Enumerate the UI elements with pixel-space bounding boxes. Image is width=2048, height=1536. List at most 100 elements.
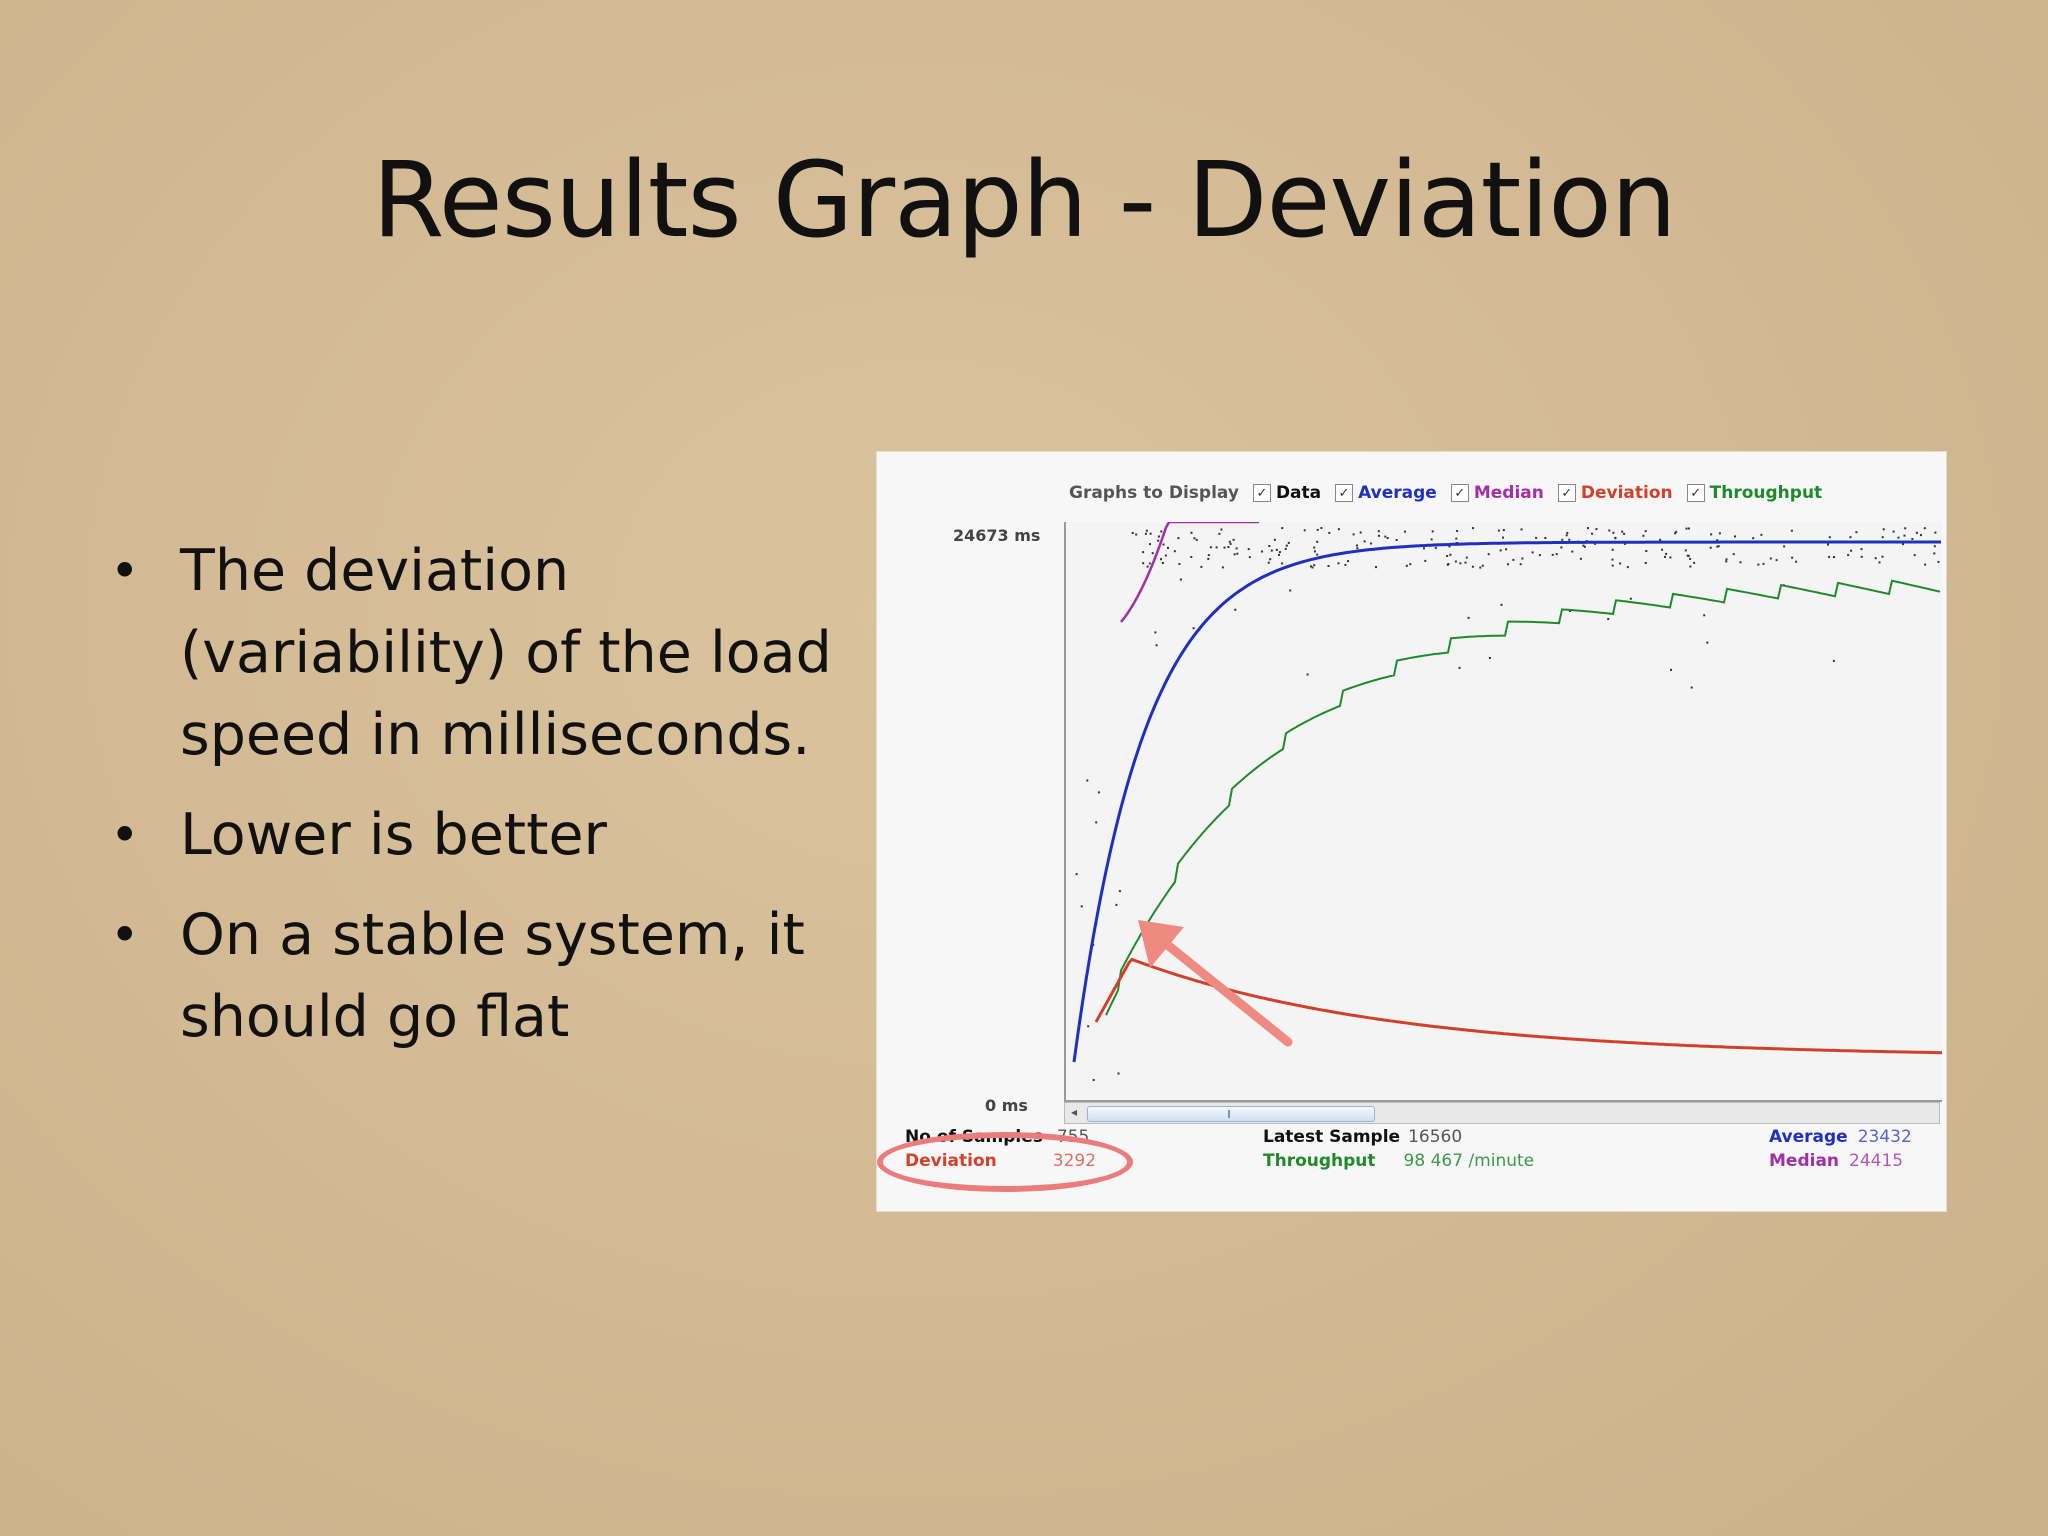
deviation-highlight-oval — [877, 1132, 1133, 1192]
data-point — [1892, 530, 1895, 533]
data-point — [1220, 528, 1223, 531]
data-point — [1157, 539, 1160, 542]
data-point — [1409, 563, 1412, 566]
data-point — [1118, 890, 1121, 893]
data-point — [1278, 551, 1281, 554]
data-point — [1446, 563, 1449, 566]
data-point — [1320, 527, 1323, 529]
data-point — [1902, 543, 1904, 546]
data-point — [1621, 530, 1624, 533]
bullet-text: On a stable system, it should go flat — [180, 902, 805, 1050]
data-point — [1285, 544, 1288, 547]
data-point — [1860, 548, 1863, 551]
stat-average: Average 23432 — [1769, 1127, 1912, 1147]
data-point — [1095, 821, 1098, 824]
data-point — [1465, 556, 1468, 559]
data-point — [1247, 548, 1250, 551]
check-icon: ✓ — [1335, 484, 1354, 502]
data-point — [1221, 566, 1224, 569]
scroll-left-icon[interactable]: ◂ — [1071, 1105, 1078, 1119]
data-point — [1611, 558, 1614, 561]
data-point — [1356, 547, 1359, 550]
data-point — [1642, 534, 1645, 537]
checkbox-label: Average — [1358, 483, 1437, 503]
data-point — [1092, 1079, 1095, 1081]
checkbox-median[interactable]: ✓ Median — [1450, 483, 1544, 503]
data-point — [1608, 529, 1611, 532]
data-point — [1535, 536, 1538, 539]
data-point — [1178, 563, 1181, 565]
data-point — [1607, 618, 1610, 620]
data-point — [1734, 535, 1736, 538]
data-point — [1464, 561, 1467, 564]
data-point — [1310, 565, 1312, 568]
data-point — [1732, 553, 1735, 556]
data-point — [1144, 532, 1147, 535]
data-point — [1519, 563, 1522, 566]
data-point — [1644, 530, 1647, 533]
data-point — [1790, 529, 1793, 532]
data-point — [1337, 528, 1340, 531]
data-point — [1173, 550, 1176, 553]
data-point — [1232, 538, 1235, 541]
data-point — [1828, 536, 1831, 539]
data-point — [1757, 563, 1760, 566]
scrollbar-thumb[interactable] — [1087, 1106, 1375, 1122]
data-point — [1832, 659, 1835, 662]
data-point — [1284, 547, 1287, 550]
data-point — [1356, 544, 1358, 547]
data-point — [1449, 553, 1452, 556]
bullet-text: Lower is better — [180, 802, 607, 868]
stat-value: 16560 — [1408, 1127, 1463, 1147]
stat-label: Throughput — [1263, 1151, 1376, 1171]
data-point — [1674, 532, 1677, 535]
stat-label: Latest Sample — [1263, 1127, 1401, 1147]
bullet-dot-icon: • — [110, 906, 140, 964]
data-point — [1520, 528, 1523, 531]
data-point — [1849, 536, 1852, 539]
check-icon: ✓ — [1686, 484, 1705, 502]
checkbox-label: Data — [1275, 483, 1322, 503]
data-point — [1377, 530, 1380, 533]
graph-canvas — [1072, 522, 1942, 1081]
data-point — [1687, 527, 1690, 530]
data-point — [1316, 528, 1319, 531]
data-point — [1337, 562, 1340, 565]
data-point — [1472, 527, 1474, 530]
data-point — [1499, 549, 1502, 552]
checkbox-data[interactable]: ✓ Data — [1252, 483, 1322, 503]
data-point — [1431, 530, 1434, 533]
data-point — [1566, 532, 1569, 534]
checkbox-throughput[interactable]: ✓ Throughput — [1686, 483, 1822, 503]
data-point — [1115, 903, 1118, 906]
data-point — [1471, 565, 1474, 568]
data-point — [1117, 1072, 1120, 1075]
data-point — [1684, 549, 1687, 552]
data-point — [1497, 529, 1500, 532]
data-point — [1568, 538, 1571, 541]
data-point — [1665, 552, 1668, 555]
check-icon: ✓ — [1252, 484, 1271, 502]
data-point — [1612, 531, 1615, 534]
data-point — [1689, 557, 1692, 560]
data-point — [1193, 537, 1196, 540]
data-points — [1075, 527, 1940, 1081]
data-point — [1167, 546, 1169, 549]
data-point — [1248, 556, 1251, 559]
checkbox-average[interactable]: ✓ Average — [1335, 483, 1437, 503]
data-point — [1160, 558, 1162, 561]
data-point — [1148, 562, 1151, 565]
data-point — [1555, 553, 1558, 556]
data-point — [1287, 541, 1290, 544]
stat-label: Average — [1769, 1127, 1848, 1147]
stat-value: 98 467 /minute — [1403, 1151, 1535, 1171]
data-point — [1561, 538, 1564, 541]
data-point — [1080, 905, 1083, 908]
checkbox-deviation[interactable]: ✓ Deviation — [1557, 483, 1673, 503]
horizontal-scrollbar[interactable]: ◂ — [1064, 1102, 1940, 1124]
data-point — [1161, 562, 1164, 564]
data-point — [1775, 559, 1778, 562]
data-point — [1725, 558, 1728, 561]
stat-throughput: Throughput 98 467 /minute — [1263, 1151, 1534, 1171]
stat-value: 23432 — [1857, 1127, 1912, 1147]
